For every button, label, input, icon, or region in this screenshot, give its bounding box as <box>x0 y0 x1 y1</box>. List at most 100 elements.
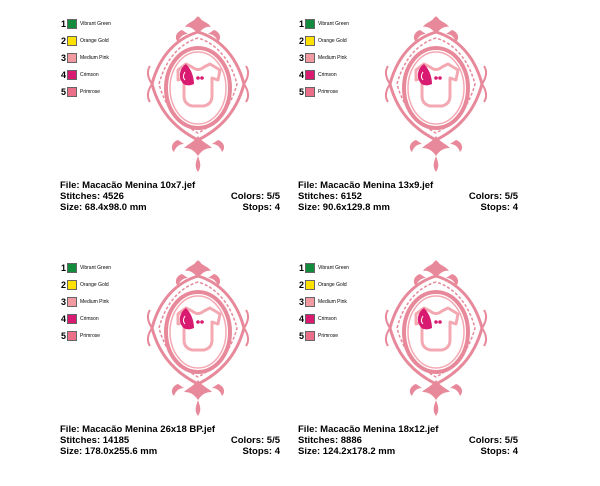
legend-color-name: Orange Gold <box>80 38 109 44</box>
embroidery-design-preview <box>145 14 251 174</box>
legend-row: 2 Orange Gold <box>58 34 118 48</box>
legend-row: 3 Medium Pink <box>296 295 356 309</box>
legend-row: 4 Crimson <box>296 312 356 326</box>
legend-number: 2 <box>298 280 304 290</box>
color-swatch <box>67 297 77 307</box>
color-swatch <box>305 53 315 63</box>
legend-row: 4 Crimson <box>58 68 118 82</box>
color-swatch <box>305 280 315 290</box>
legend-color-name: Crimson <box>80 316 99 322</box>
legend-color-name: Primrose <box>318 333 339 339</box>
legend-row: 3 Medium Pink <box>58 295 118 309</box>
color-swatch <box>305 19 315 29</box>
design-panel-2: 1 Vibrant Green 2 Orange Gold 3 Medium P… <box>58 256 298 486</box>
design-panel-1: 1 Vibrant Green 2 Orange Gold 3 Medium P… <box>296 12 536 242</box>
legend-row: 4 Crimson <box>296 68 356 82</box>
legend-row: 2 Orange Gold <box>296 34 356 48</box>
color-legend: 1 Vibrant Green 2 Orange Gold 3 Medium P… <box>58 261 118 346</box>
legend-row: 5 Primrose <box>296 85 356 99</box>
color-swatch <box>67 263 77 273</box>
legend-color-name: Crimson <box>318 72 337 78</box>
design-size: Size: 90.6x129.8 mm <box>298 202 390 213</box>
color-swatch <box>67 53 77 63</box>
file-info: File: Macacão Menina 26x18 BP.jef Stitch… <box>60 424 280 457</box>
color-swatch <box>67 36 77 46</box>
legend-number: 4 <box>60 314 66 324</box>
color-swatch <box>305 70 315 80</box>
embroidery-design-preview <box>383 14 489 174</box>
file-name: File: Macacão Menina 13x9.jef <box>298 180 434 191</box>
design-size: Size: 178.0x255.6 mm <box>60 446 158 457</box>
color-swatch <box>305 36 315 46</box>
colors-count: Colors: 5/5 <box>468 191 518 202</box>
legend-color-name: Vibrant Green <box>80 265 112 271</box>
legend-color-name: Vibrant Green <box>318 265 350 271</box>
color-legend: 1 Vibrant Green 2 Orange Gold 3 Medium P… <box>296 17 356 102</box>
color-legend: 1 Vibrant Green 2 Orange Gold 3 Medium P… <box>296 261 356 346</box>
legend-number: 3 <box>298 53 304 63</box>
legend-color-name: Orange Gold <box>318 282 347 288</box>
legend-number: 2 <box>60 36 66 46</box>
legend-color-name: Crimson <box>318 316 337 322</box>
stops-count: Stops: 4 <box>480 202 518 213</box>
stitch-count: Stitches: 4526 <box>60 191 124 202</box>
legend-row: 3 Medium Pink <box>58 51 118 65</box>
legend-color-name: Crimson <box>80 72 99 78</box>
file-name: File: Macacão Menina 18x12.jef <box>298 424 439 435</box>
color-swatch <box>305 314 315 324</box>
color-swatch <box>67 331 77 341</box>
legend-number: 1 <box>298 19 304 29</box>
color-swatch <box>67 87 77 97</box>
color-swatch <box>67 19 77 29</box>
file-name: File: Macacão Menina 26x18 BP.jef <box>60 424 216 435</box>
legend-number: 4 <box>60 70 66 80</box>
stops-count: Stops: 4 <box>242 446 280 457</box>
legend-color-name: Medium Pink <box>80 299 109 305</box>
legend-color-name: Orange Gold <box>80 282 109 288</box>
legend-number: 4 <box>298 314 304 324</box>
legend-row: 2 Orange Gold <box>58 278 118 292</box>
design-size: Size: 124.2x178.2 mm <box>298 446 396 457</box>
legend-number: 5 <box>298 87 304 97</box>
legend-row: 1 Vibrant Green <box>296 261 356 275</box>
legend-row: 5 Primrose <box>58 85 118 99</box>
legend-row: 2 Orange Gold <box>296 278 356 292</box>
legend-color-name: Medium Pink <box>80 55 109 61</box>
colors-count: Colors: 5/5 <box>468 435 518 446</box>
color-swatch <box>305 263 315 273</box>
legend-number: 5 <box>298 331 304 341</box>
legend-row: 5 Primrose <box>296 329 356 343</box>
legend-color-name: Primrose <box>318 89 339 95</box>
file-name: File: Macacão Menina 10x7.jef <box>60 180 196 191</box>
color-swatch <box>67 70 77 80</box>
legend-color-name: Vibrant Green <box>80 21 112 27</box>
embroidery-design-preview <box>383 258 489 418</box>
legend-color-name: Vibrant Green <box>318 21 350 27</box>
legend-row: 5 Primrose <box>58 329 118 343</box>
legend-color-name: Primrose <box>80 333 101 339</box>
legend-color-name: Orange Gold <box>318 38 347 44</box>
legend-color-name: Medium Pink <box>318 55 347 61</box>
colors-count: Colors: 5/5 <box>230 191 280 202</box>
color-swatch <box>67 314 77 324</box>
legend-number: 3 <box>298 297 304 307</box>
legend-row: 3 Medium Pink <box>296 51 356 65</box>
color-swatch <box>305 331 315 341</box>
file-info: File: Macacão Menina 13x9.jef Stitches: … <box>298 180 518 213</box>
stitch-count: Stitches: 14185 <box>60 435 130 446</box>
legend-row: 1 Vibrant Green <box>296 17 356 31</box>
design-panel-3: 1 Vibrant Green 2 Orange Gold 3 Medium P… <box>296 256 536 486</box>
legend-color-name: Medium Pink <box>318 299 347 305</box>
legend-number: 2 <box>60 280 66 290</box>
legend-number: 1 <box>60 263 66 273</box>
color-swatch <box>305 87 315 97</box>
design-size: Size: 68.4x98.0 mm <box>60 202 147 213</box>
legend-row: 1 Vibrant Green <box>58 17 118 31</box>
file-info: File: Macacão Menina 10x7.jef Stitches: … <box>60 180 280 213</box>
legend-number: 5 <box>60 87 66 97</box>
color-swatch <box>67 280 77 290</box>
design-panel-0: 1 Vibrant Green 2 Orange Gold 3 Medium P… <box>58 12 298 242</box>
stops-count: Stops: 4 <box>480 446 518 457</box>
legend-row: 1 Vibrant Green <box>58 261 118 275</box>
embroidery-design-preview <box>145 258 251 418</box>
